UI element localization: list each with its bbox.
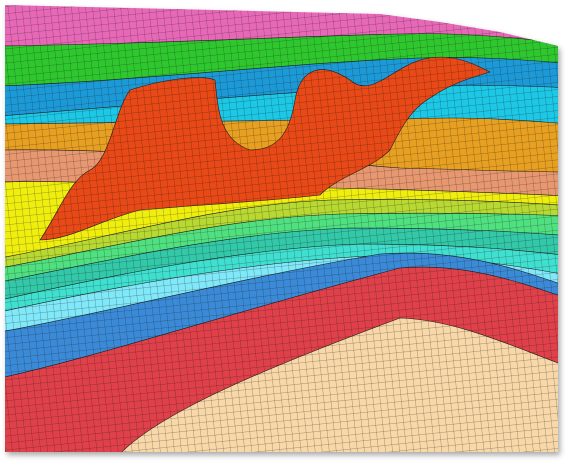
mesh-layers (5, 5, 558, 452)
body (5, 5, 558, 452)
mesh-grid (5, 5, 558, 452)
mesh-frame (5, 5, 558, 452)
mesh-view (5, 5, 558, 452)
page: Mesh {} html, body { margin: 0; padding:… (5, 5, 558, 452)
